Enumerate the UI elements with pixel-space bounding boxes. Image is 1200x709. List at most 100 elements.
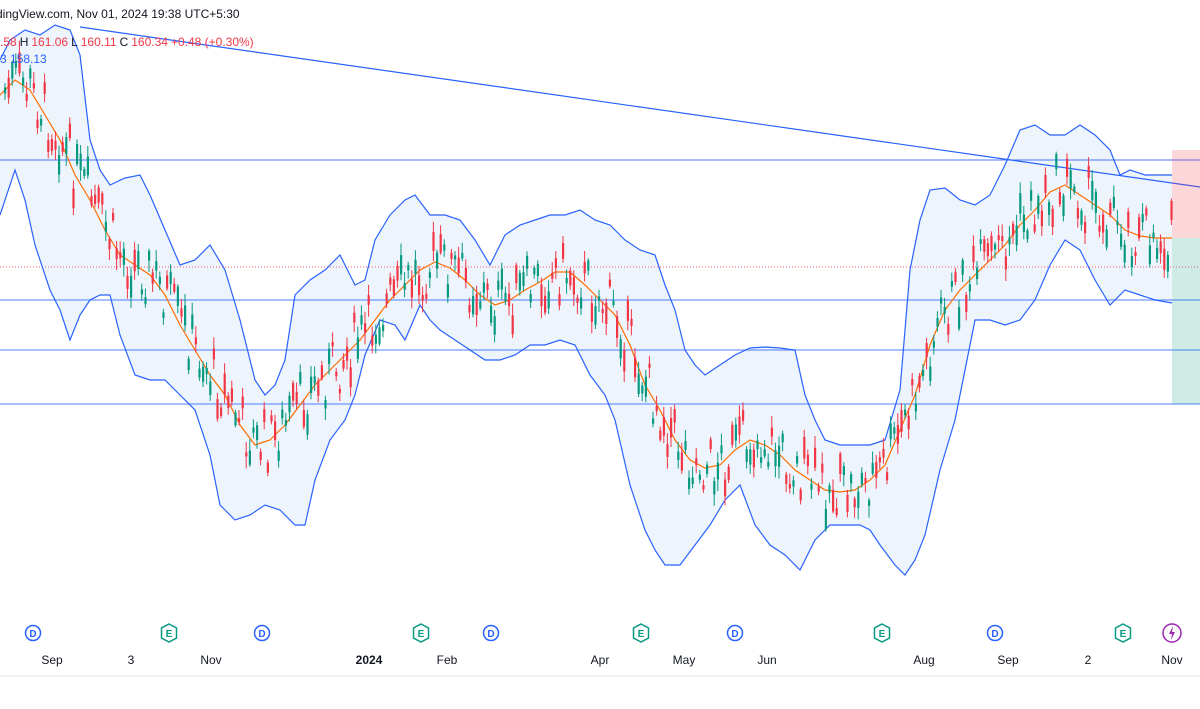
candle-body	[1109, 202, 1112, 215]
candle-body	[853, 498, 856, 508]
candle-body	[349, 367, 352, 388]
candle-body	[608, 279, 611, 287]
bb-value-b: 158.13	[10, 52, 47, 66]
x-tick-label: Sep	[997, 653, 1019, 667]
candle-body	[922, 369, 925, 377]
candle-body	[896, 425, 899, 444]
earnings-label: E	[1120, 629, 1127, 640]
candle-body	[900, 410, 903, 432]
candle-body	[11, 62, 14, 79]
high-value: 161.06	[31, 35, 69, 49]
candle-body	[630, 318, 633, 326]
candle-body	[1022, 214, 1025, 233]
candle-body	[839, 453, 842, 474]
candle-body	[1019, 193, 1022, 214]
candle-body	[623, 350, 626, 372]
candle-body	[1098, 225, 1101, 232]
candle-body	[526, 255, 529, 269]
bollinger-bands	[0, 24, 1173, 576]
candle-body	[439, 234, 442, 253]
candle-body	[583, 261, 586, 274]
candle-body	[425, 293, 428, 299]
candle-body	[972, 245, 975, 263]
ohlc-legend: .58 H 161.06 L 160.11 C 160.34 +0.48 (+0.30%)	[0, 35, 257, 49]
lightning-icon	[1162, 623, 1182, 643]
candle-body	[126, 275, 129, 289]
earnings-icon: E	[160, 623, 178, 643]
bb-value-a: 3	[0, 52, 7, 66]
dividend-marker	[726, 624, 744, 642]
candle-body	[842, 466, 845, 475]
dividend-icon: D	[726, 624, 744, 642]
candle-body	[749, 449, 752, 465]
candle-body	[36, 119, 39, 128]
candle-body	[511, 315, 514, 335]
candle-body	[324, 400, 327, 409]
candle-body	[677, 451, 680, 460]
candle-body	[673, 409, 676, 423]
x-tick-label: 3	[128, 653, 135, 667]
candle-body	[911, 379, 914, 386]
candle-body	[47, 140, 50, 152]
candle-body	[18, 52, 21, 74]
candle-body	[824, 508, 827, 530]
candle-body	[367, 295, 370, 305]
candle-body	[353, 312, 356, 323]
candle-body	[1001, 235, 1004, 242]
x-tick-label: Sep	[41, 653, 63, 667]
candle-body	[356, 337, 359, 359]
candle-body	[994, 244, 997, 250]
candle-body	[436, 252, 439, 269]
candle-body	[169, 271, 172, 284]
candle-body	[518, 272, 521, 291]
candle-body	[238, 418, 241, 423]
candle-body	[871, 462, 874, 474]
candle-body	[432, 231, 435, 252]
candle-body	[328, 348, 331, 365]
candlesticks	[4, 40, 1173, 532]
candle-body	[490, 305, 493, 323]
earnings-marker	[160, 623, 178, 643]
x-tick-label: Apr	[591, 653, 610, 667]
candle-body	[25, 93, 28, 101]
candle-body	[162, 312, 165, 318]
candle-body	[616, 316, 619, 338]
candle-body	[76, 144, 79, 165]
candle-body	[230, 388, 233, 402]
candle-body	[727, 466, 730, 480]
candle-body	[947, 323, 950, 335]
candle-body	[695, 458, 698, 466]
candle-body	[418, 275, 421, 296]
candle-body	[241, 396, 244, 409]
candle-body	[176, 286, 179, 306]
candle-body	[72, 188, 75, 209]
candle-body	[1030, 190, 1033, 201]
candle-body	[266, 462, 269, 473]
candle-body	[925, 343, 928, 358]
candle-body	[256, 425, 259, 440]
candle-body	[360, 315, 363, 325]
earnings-icon: E	[632, 623, 650, 643]
candle-body	[763, 449, 766, 457]
candle-body	[335, 371, 338, 377]
candle-body	[7, 77, 10, 98]
candle-body	[997, 235, 1000, 241]
bb-legend: 3 158.13	[0, 52, 47, 66]
candle-body	[868, 500, 871, 506]
candle-body	[155, 261, 158, 271]
candle-body	[594, 306, 597, 325]
dividend-marker	[24, 624, 42, 642]
candle-body	[1066, 158, 1069, 177]
earnings-label: E	[638, 629, 645, 640]
candle-body	[1037, 196, 1040, 215]
candle-body	[227, 395, 230, 408]
candle-body	[644, 376, 647, 397]
candle-body	[104, 221, 107, 232]
candle-body	[421, 295, 424, 301]
candle-body	[738, 416, 741, 435]
candle-body	[259, 451, 262, 461]
candle-body	[1105, 229, 1108, 248]
candle-body	[454, 255, 457, 260]
candle-body	[889, 423, 892, 440]
